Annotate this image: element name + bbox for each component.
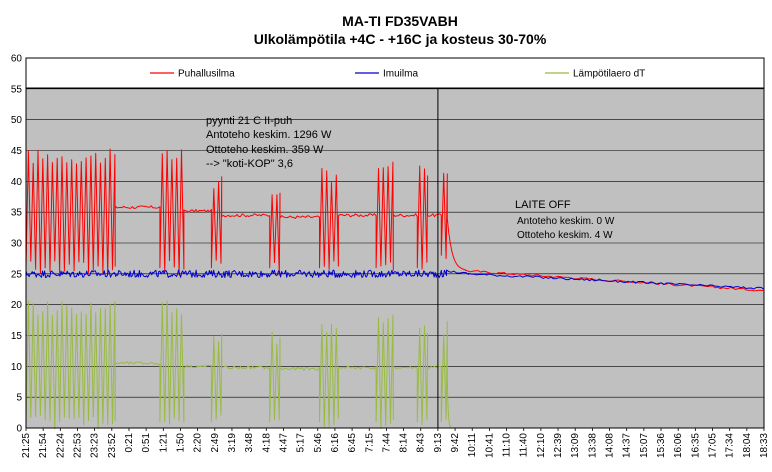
- x-tick-label: 14:37: [622, 433, 633, 458]
- series-layer: [25, 148, 765, 430]
- series-line-1: [25, 269, 765, 290]
- x-axis: 21:25 21:54 22:24 22:53 23:23 23:52 0:21 0:51 1:…: [21, 427, 770, 458]
- y-tick-label: 15: [11, 331, 23, 342]
- x-tick-label: 9:13: [433, 433, 444, 453]
- x-tick-label: 5:46: [313, 433, 324, 453]
- x-tick-label: 22:53: [72, 433, 83, 458]
- y-tick-label: 35: [11, 208, 23, 219]
- x-tick-label: 17:05: [708, 433, 719, 458]
- x-tick-label: 12:10: [536, 433, 547, 458]
- x-tick-label: 10:41: [484, 433, 495, 458]
- x-tick-label: 11:40: [519, 433, 530, 458]
- x-tick-label: 14:08: [605, 433, 616, 458]
- chart-subtitle: Ulkolämpötila +4C - +16C ja kosteus 30-7…: [254, 31, 547, 47]
- annotation-line: pyynti 21 C II-puh: [206, 115, 292, 127]
- x-tick-label: 2:49: [210, 433, 221, 453]
- x-tick-label: 7:44: [381, 433, 392, 453]
- x-tick-label: 17:34: [725, 433, 736, 458]
- x-tick-label: 10:11: [467, 433, 478, 458]
- legend-label: Puhallusilma: [178, 69, 235, 80]
- y-tick-label: 30: [11, 239, 23, 250]
- x-tick-label: 1:21: [158, 433, 169, 453]
- x-tick-label: 8:14: [399, 433, 410, 453]
- x-tick-label: 11:10: [502, 433, 513, 458]
- x-tick-label: 16:06: [673, 433, 684, 458]
- annotation-title: LAITE OFF: [515, 199, 571, 211]
- x-tick-label: 4:18: [261, 433, 272, 453]
- chart-title: MA-TI FD35VABH: [342, 13, 458, 29]
- series-line-2: [25, 300, 452, 430]
- y-tick-label: 5: [16, 393, 22, 404]
- x-tick-label: 12:39: [553, 433, 564, 458]
- y-axis: 0 5 10 15 20 25 30 35 40 45 50 55 60: [11, 54, 27, 435]
- x-tick-label: 5:17: [296, 433, 307, 453]
- x-tick-label: 23:23: [90, 433, 101, 458]
- x-tick-label: 13:38: [587, 433, 598, 458]
- x-tick-label: 9:42: [450, 433, 461, 453]
- x-tick-label: 0:21: [124, 433, 135, 453]
- y-tick-label: 0: [16, 424, 22, 435]
- x-tick-label: 22:24: [55, 433, 66, 458]
- x-tick-label: 2:20: [193, 433, 204, 453]
- y-tick-label: 40: [11, 177, 23, 188]
- legend-label: Imuilma: [383, 69, 418, 80]
- x-tick-label: 13:09: [570, 433, 581, 458]
- x-tick-label: 18:04: [742, 433, 753, 458]
- x-tick-label: 23:52: [107, 433, 118, 458]
- y-tick-label: 45: [11, 146, 23, 157]
- y-tick-label: 55: [11, 84, 23, 95]
- x-tick-label: 21:25: [21, 433, 32, 458]
- annotation-left: pyynti 21 C II-puh Antoteho keskim. 1296…: [206, 115, 332, 170]
- legend-label: Lämpötilaero dT: [573, 69, 645, 80]
- annotation-line: --> "koti-KOP" 3,6: [206, 158, 293, 170]
- annotation-line: Ottoteho keskim. 359 W: [206, 144, 324, 156]
- x-tick-label: 21:54: [38, 433, 49, 458]
- x-tick-label: 18:33: [759, 433, 770, 458]
- annotation-line: Antoteho keskim. 0 W: [517, 216, 615, 227]
- y-tick-label: 60: [11, 54, 23, 65]
- x-tick-label: 15:07: [639, 433, 650, 458]
- x-tick-label: 1:50: [175, 433, 186, 453]
- x-tick-label: 7:15: [364, 433, 375, 453]
- x-tick-label: 6:45: [347, 433, 358, 453]
- x-tick-label: 3:19: [227, 433, 238, 453]
- y-tick-label: 25: [11, 269, 23, 280]
- x-tick-label: 6:16: [330, 433, 341, 453]
- y-tick-label: 20: [11, 300, 23, 311]
- y-tick-label: 50: [11, 115, 23, 126]
- legend-entries: Puhallusilma Imuilma Lämpötilaero dT: [150, 69, 645, 80]
- x-tick-label: 16:35: [690, 433, 701, 458]
- x-tick-label: 4:47: [278, 433, 289, 453]
- x-tick-label: 8:43: [416, 433, 427, 453]
- annotation-right: LAITE OFF Antoteho keskim. 0 W Ottoteho …: [515, 199, 615, 241]
- x-tick-label: 3:48: [244, 433, 255, 453]
- annotation-line: Ottoteho keskim. 4 W: [517, 230, 613, 241]
- x-tick-label: 0:51: [141, 433, 152, 453]
- x-tick-label: 15:36: [656, 433, 667, 458]
- annotation-line: Antoteho keskim. 1296 W: [206, 129, 332, 141]
- y-tick-label: 10: [11, 362, 23, 373]
